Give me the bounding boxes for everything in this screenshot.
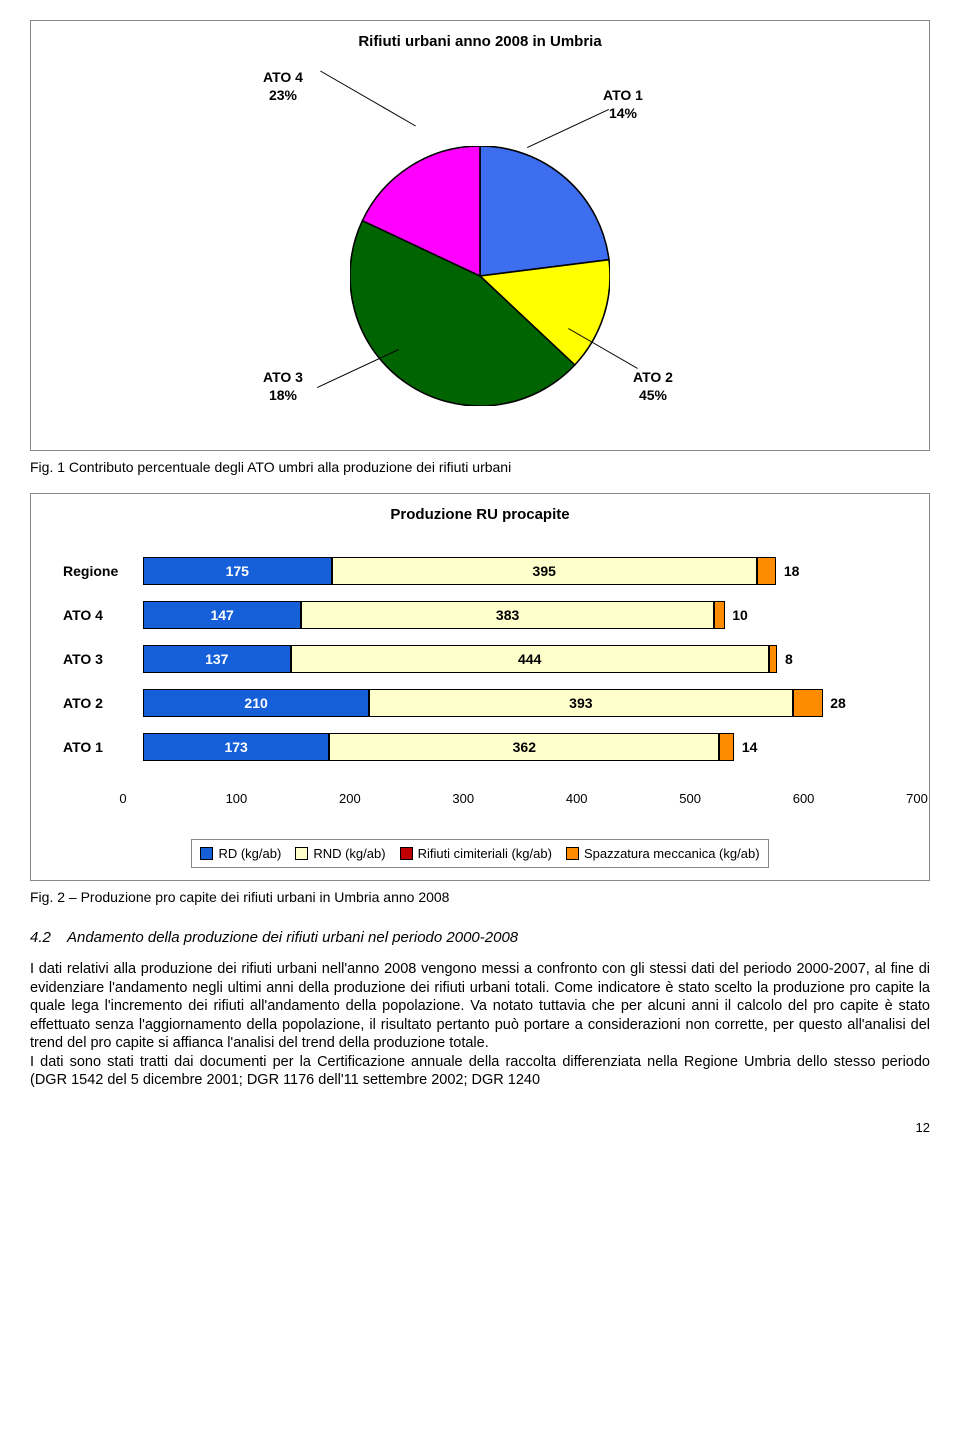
bar-track: 210393 28 bbox=[143, 689, 897, 717]
bar-segment: 444 bbox=[291, 645, 769, 673]
pie-label-ato1: ATO 1 14% bbox=[603, 86, 643, 122]
pie-label-ato2: ATO 2 45% bbox=[633, 368, 673, 404]
bar-track: 173362 14 bbox=[143, 733, 897, 761]
bar-track: 137444 8 bbox=[143, 645, 897, 673]
x-axis-tick: 0 bbox=[119, 791, 126, 806]
pie-chart-svg bbox=[350, 146, 610, 406]
legend-swatch bbox=[200, 847, 213, 860]
figure-2-caption: Fig. 2 – Produzione pro capite dei rifiu… bbox=[30, 889, 930, 905]
legend-swatch bbox=[400, 847, 413, 860]
bar-segment: 362 bbox=[329, 733, 719, 761]
pie-chart-container: Rifiuti urbani anno 2008 in Umbria ATO 4… bbox=[30, 20, 930, 451]
legend-item: RD (kg/ab) bbox=[200, 846, 281, 861]
bar-segment: 393 bbox=[369, 689, 792, 717]
pie-chart-area: ATO 4 23% ATO 1 14% ATO 2 45% ATO 3 18% bbox=[43, 58, 917, 438]
bar-chart-rows: Regione175395 18 ATO 4147383 10 ATO 3137444 8… bbox=[43, 531, 917, 787]
x-axis-tick: 700 bbox=[906, 791, 928, 806]
page-number: 12 bbox=[30, 1120, 930, 1135]
bar-end-label: 28 bbox=[830, 695, 846, 711]
bar-end-label: 8 bbox=[785, 651, 793, 667]
bar-segment bbox=[714, 601, 725, 629]
bar-segment: 210 bbox=[143, 689, 369, 717]
bar-segment bbox=[719, 733, 734, 761]
bar-segment bbox=[757, 557, 776, 585]
x-axis-tick: 500 bbox=[679, 791, 701, 806]
bar-row-label: Regione bbox=[63, 563, 143, 579]
bar-row: ATO 2210393 28 bbox=[63, 689, 897, 717]
x-axis-tick: 200 bbox=[339, 791, 361, 806]
legend-item: RND (kg/ab) bbox=[295, 846, 385, 861]
bar-row: ATO 4147383 10 bbox=[63, 601, 897, 629]
legend-label: Rifiuti cimiteriali (kg/ab) bbox=[418, 846, 552, 861]
body-paragraph: I dati relativi alla produzione dei rifi… bbox=[30, 960, 930, 1090]
x-axis-tick: 600 bbox=[793, 791, 815, 806]
bar-row: ATO 3137444 8 bbox=[63, 645, 897, 673]
legend-label: RND (kg/ab) bbox=[313, 846, 385, 861]
bar-chart-x-axis: 0100200300400500600700 bbox=[123, 791, 917, 811]
x-axis-tick: 100 bbox=[226, 791, 248, 806]
pie-label-ato4: ATO 4 23% bbox=[263, 68, 303, 104]
legend-label: Spazzatura meccanica (kg/ab) bbox=[584, 846, 760, 861]
bar-segment: 173 bbox=[143, 733, 329, 761]
legend-item: Rifiuti cimiteriali (kg/ab) bbox=[400, 846, 552, 861]
bar-row-label: ATO 1 bbox=[63, 739, 143, 755]
bar-row-label: ATO 3 bbox=[63, 651, 143, 667]
leader-line bbox=[527, 109, 609, 148]
leader-line bbox=[320, 71, 416, 127]
bar-segment: 395 bbox=[332, 557, 757, 585]
bar-row-label: ATO 4 bbox=[63, 607, 143, 623]
bar-end-label: 10 bbox=[732, 607, 748, 623]
bar-row: Regione175395 18 bbox=[63, 557, 897, 585]
bar-row: ATO 1173362 14 bbox=[63, 733, 897, 761]
bar-segment bbox=[769, 645, 778, 673]
x-axis-tick: 300 bbox=[452, 791, 474, 806]
pie-chart-title: Rifiuti urbani anno 2008 in Umbria bbox=[43, 33, 917, 50]
legend-item: Spazzatura meccanica (kg/ab) bbox=[566, 846, 760, 861]
bar-track: 147383 10 bbox=[143, 601, 897, 629]
bar-segment: 383 bbox=[301, 601, 714, 629]
figure-1-caption: Fig. 1 Contributo percentuale degli ATO … bbox=[30, 459, 930, 475]
bar-chart-container: Produzione RU procapite Regione175395 18 A… bbox=[30, 493, 930, 881]
x-axis-tick: 400 bbox=[566, 791, 588, 806]
bar-row-label: ATO 2 bbox=[63, 695, 143, 711]
bar-chart-legend: RD (kg/ab) RND (kg/ab) Rifiuti cimiteriali… bbox=[191, 839, 768, 868]
legend-swatch bbox=[566, 847, 579, 860]
bar-chart-title: Produzione RU procapite bbox=[43, 506, 917, 523]
bar-end-label: 18 bbox=[784, 563, 800, 579]
bar-segment: 175 bbox=[143, 557, 332, 585]
bar-segment: 147 bbox=[143, 601, 301, 629]
bar-end-label: 14 bbox=[742, 739, 758, 755]
bar-segment bbox=[793, 689, 823, 717]
pie-slice bbox=[480, 146, 609, 276]
legend-label: RD (kg/ab) bbox=[218, 846, 281, 861]
pie-label-ato3: ATO 3 18% bbox=[263, 368, 303, 404]
legend-swatch bbox=[295, 847, 308, 860]
section-heading: 4.2 Andamento della produzione dei rifiu… bbox=[30, 929, 930, 946]
bar-track: 175395 18 bbox=[143, 557, 897, 585]
bar-segment: 137 bbox=[143, 645, 291, 673]
